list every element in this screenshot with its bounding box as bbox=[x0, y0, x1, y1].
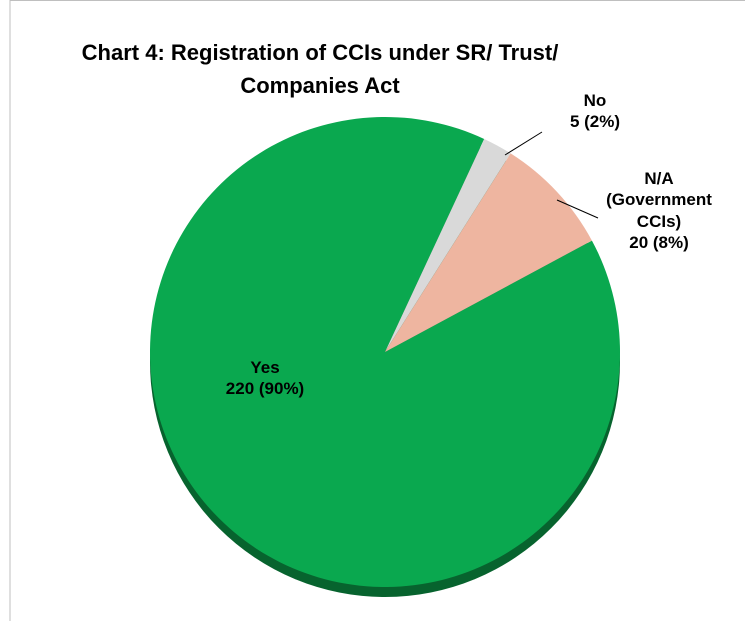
pie-slice bbox=[150, 116, 621, 587]
data-label: No 5 (2%) bbox=[540, 90, 650, 133]
value-label: 5 (2%) bbox=[569, 112, 621, 132]
pie bbox=[150, 116, 621, 597]
leader-line bbox=[556, 199, 599, 219]
pie-slice bbox=[385, 153, 592, 352]
data-label: Yes 220 (90%) bbox=[195, 357, 335, 400]
leader-line bbox=[504, 131, 543, 156]
pie-slice bbox=[385, 138, 511, 352]
chart-title: Chart 4: Registration of CCIs under SR/ … bbox=[81, 40, 559, 98]
value-label: 220 (90%) bbox=[225, 379, 305, 399]
category-label: N/A (Government CCIs) bbox=[606, 169, 712, 231]
data-label: N/A (Government CCIs) 20 (8%) bbox=[600, 168, 718, 253]
category-label: Yes bbox=[250, 358, 280, 377]
value-label: 20 (8%) bbox=[629, 232, 689, 252]
category-label: No bbox=[583, 91, 607, 110]
chart-frame bbox=[9, 0, 745, 621]
